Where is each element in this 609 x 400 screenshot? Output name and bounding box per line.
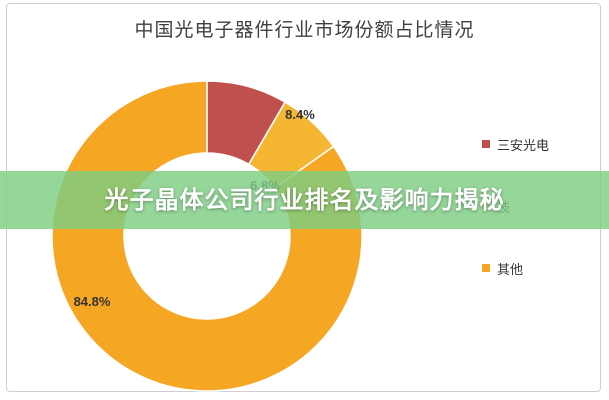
- overlay-banner: 光子晶体公司行业排名及影响力揭秘: [0, 171, 609, 229]
- data-label-2: 84.8%: [74, 294, 111, 309]
- legend-item-sanan: 三安光电: [482, 134, 592, 154]
- legend-swatch-sanan: [482, 140, 490, 148]
- legend-label-other: 其他: [497, 262, 524, 278]
- legend-label-sanan: 三安光电: [497, 138, 550, 154]
- banner-title: 光子晶体公司行业排名及影响力揭秘: [104, 186, 505, 214]
- legend-item-other: 其他: [482, 258, 592, 278]
- data-label-0: 8.4%: [285, 107, 315, 122]
- slice-2: [51, 80, 363, 392]
- legend-swatch-other: [482, 264, 490, 272]
- chart-title: 中国光电子器件行业市场份额占比情况: [134, 19, 475, 41]
